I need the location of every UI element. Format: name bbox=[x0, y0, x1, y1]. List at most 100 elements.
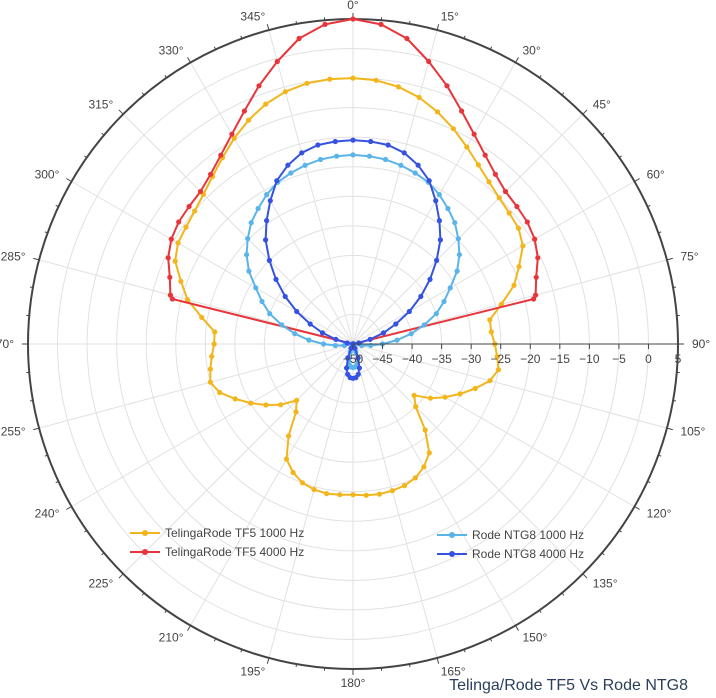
angular-tick-mark bbox=[672, 399, 677, 402]
series-point bbox=[217, 389, 223, 396]
angular-grid-spoke bbox=[268, 29, 354, 345]
angular-tick-mark bbox=[489, 638, 493, 642]
series-point bbox=[264, 192, 270, 198]
series-point bbox=[457, 391, 463, 397]
angular-tick-mark bbox=[408, 20, 411, 25]
radial-axis: −50 −45 −40 −35 −30 −25 −20 −15 −10 −5 0 5 bbox=[343, 343, 682, 366]
series-point bbox=[184, 297, 191, 303]
series-point bbox=[259, 298, 265, 305]
series-point bbox=[311, 486, 317, 493]
series-point bbox=[344, 340, 350, 346]
series-point bbox=[292, 331, 298, 337]
series-point bbox=[393, 321, 399, 327]
angular-tick-mark bbox=[666, 257, 673, 261]
series-point bbox=[324, 491, 330, 497]
series-point bbox=[175, 240, 181, 246]
series-point bbox=[264, 218, 270, 224]
angular-tick-mark bbox=[408, 663, 411, 668]
angular-grid-spoke bbox=[71, 343, 354, 507]
series-point bbox=[197, 188, 204, 195]
series-point bbox=[165, 255, 171, 261]
series-point bbox=[482, 152, 488, 158]
angular-tick-label: 75° bbox=[680, 249, 698, 263]
angular-grid-spoke bbox=[352, 62, 516, 345]
angular-tick-mark bbox=[515, 625, 519, 631]
legend-label: TelingaRode TF5 4000 Hz bbox=[165, 545, 304, 559]
angular-tick-mark bbox=[55, 204, 59, 208]
series-point bbox=[427, 276, 433, 282]
series-point bbox=[350, 492, 356, 498]
series-point bbox=[274, 178, 280, 184]
series-point bbox=[350, 16, 356, 22]
angular-tick-mark bbox=[266, 657, 270, 664]
series-group bbox=[172, 75, 526, 498]
series-point bbox=[304, 80, 310, 86]
angular-tick-mark bbox=[295, 663, 298, 668]
radial-tick-label: 0 bbox=[645, 352, 652, 366]
series-point bbox=[464, 144, 470, 150]
series-point bbox=[199, 314, 205, 320]
angular-tick-label: 270° bbox=[0, 337, 14, 351]
series-point bbox=[427, 395, 433, 401]
angular-tick-label: 330° bbox=[159, 43, 184, 57]
series-point bbox=[492, 171, 498, 177]
angular-tick-mark bbox=[118, 573, 124, 579]
angular-tick-mark bbox=[618, 530, 622, 533]
series-point bbox=[367, 336, 373, 342]
series-point bbox=[363, 492, 369, 498]
angular-grid-spoke bbox=[352, 343, 584, 575]
angular-tick-label: 60° bbox=[647, 168, 665, 182]
angular-tick-label: 165° bbox=[441, 664, 466, 678]
series-point bbox=[245, 236, 251, 242]
angular-tick-mark bbox=[561, 592, 565, 596]
series-point bbox=[487, 317, 493, 323]
series-point bbox=[533, 292, 539, 298]
series-point bbox=[350, 75, 356, 81]
series-point bbox=[218, 152, 224, 158]
legend-entry: Rode NTG8 1000 Hz bbox=[437, 528, 584, 542]
angular-grid-spoke bbox=[122, 113, 354, 345]
angular-tick-label: 210° bbox=[159, 631, 184, 645]
series-point bbox=[502, 188, 509, 195]
radial-tick-label: −45 bbox=[372, 352, 393, 366]
series-point bbox=[450, 126, 456, 132]
angular-grid-spoke bbox=[190, 62, 354, 345]
angular-tick-mark bbox=[658, 454, 662, 457]
series-point bbox=[380, 330, 387, 336]
radial-tick-label: −50 bbox=[343, 352, 364, 366]
legend-entry: Rode NTG8 4000 Hz bbox=[437, 547, 584, 561]
series-point bbox=[263, 402, 269, 408]
series-point bbox=[169, 296, 175, 302]
series-point bbox=[433, 198, 439, 204]
series-point bbox=[348, 345, 354, 351]
angular-tick-mark bbox=[44, 231, 48, 234]
series-point bbox=[421, 322, 427, 328]
angular-tick-label: 15° bbox=[441, 10, 459, 24]
angular-tick-mark bbox=[187, 57, 191, 63]
series-point bbox=[307, 321, 313, 327]
radial-tick-label: −25 bbox=[491, 352, 512, 366]
series-point bbox=[421, 464, 427, 470]
series-point bbox=[263, 237, 269, 243]
series-point bbox=[178, 278, 184, 284]
angular-tick-mark bbox=[101, 552, 105, 556]
radial-tick-label: −5 bbox=[612, 352, 626, 366]
angular-grid-spoke bbox=[71, 181, 354, 345]
series-point bbox=[516, 264, 522, 270]
series-point bbox=[442, 394, 448, 400]
angular-tick-label: 300° bbox=[35, 168, 60, 182]
angular-grid-spoke bbox=[190, 343, 354, 626]
series-point bbox=[294, 397, 300, 403]
series-point bbox=[532, 236, 538, 242]
angular-tick-mark bbox=[213, 46, 217, 50]
series-point bbox=[231, 135, 237, 141]
angular-tick-label: 240° bbox=[35, 507, 60, 521]
angular-tick-mark bbox=[634, 506, 640, 510]
angular-tick-mark bbox=[647, 480, 651, 484]
series-point bbox=[436, 192, 442, 198]
series-point bbox=[232, 396, 238, 402]
series-point bbox=[506, 210, 512, 216]
